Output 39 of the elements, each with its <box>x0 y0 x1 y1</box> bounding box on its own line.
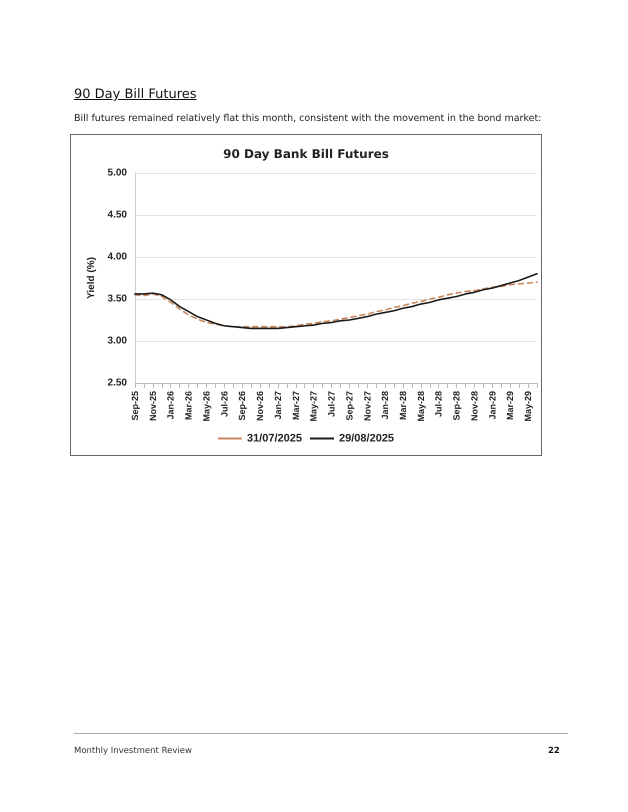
x-tick-label: Jul-28 <box>434 391 444 418</box>
y-tick-label: 3.50 <box>108 294 128 304</box>
x-tick-label: Sep-28 <box>452 391 462 421</box>
y-tick-label: 3.00 <box>108 336 128 346</box>
y-tick-label: 4.00 <box>108 252 128 262</box>
x-tick-label: Sep-27 <box>344 391 354 421</box>
text: 22 <box>548 746 560 756</box>
x-tick-label: Jul-26 <box>219 391 230 418</box>
x-tick-label: Jul-27 <box>326 391 337 418</box>
x-tick-label: Nov-28 <box>469 391 480 422</box>
line-series <box>134 281 538 328</box>
text: Monthly Investment Review <box>74 746 192 756</box>
x-tick-label: Jan-28 <box>380 391 390 420</box>
x-tick-label: Mar-26 <box>184 391 194 420</box>
x-tick-label: May-27 <box>308 391 319 422</box>
x-tick-label: Sep-26 <box>237 391 248 421</box>
legend-label: 31/07/2025 <box>246 432 302 444</box>
x-tick-label: Jan-29 <box>487 391 498 420</box>
legend-label: 29/08/2025 <box>339 432 394 444</box>
x-tick-label: Jan-27 <box>272 391 283 420</box>
y-tick-label: 2.50 <box>108 378 128 388</box>
x-tick-label: Mar-27 <box>290 391 301 420</box>
y-tick-label: 5.00 <box>108 168 128 178</box>
x-tick-label: May-28 <box>416 391 426 422</box>
x-tick-label: Nov-26 <box>255 391 266 422</box>
x-tick-label: Jan-26 <box>166 391 176 420</box>
text: Bill futures remained relatively flat this month, consistent with the movement in the bond market: <box>74 113 542 124</box>
x-tick-label: May-26 <box>201 391 212 422</box>
line-series <box>134 273 538 330</box>
x-tick-label: Mar-29 <box>505 391 516 420</box>
y-axis-title: Yield (%) <box>86 257 98 299</box>
chart-title: 90 Day Bank Bill Futures <box>223 147 389 161</box>
y-tick-label: 4.50 <box>108 210 128 220</box>
x-tick-label: Sep-25 <box>130 391 140 421</box>
text: 90 Day Bill Futures <box>74 87 197 102</box>
x-tick-label: May-29 <box>523 391 534 422</box>
x-tick-label: Nov-25 <box>148 391 158 422</box>
x-tick-label: Mar-28 <box>398 391 408 420</box>
x-tick-label: Nov-27 <box>362 391 372 422</box>
